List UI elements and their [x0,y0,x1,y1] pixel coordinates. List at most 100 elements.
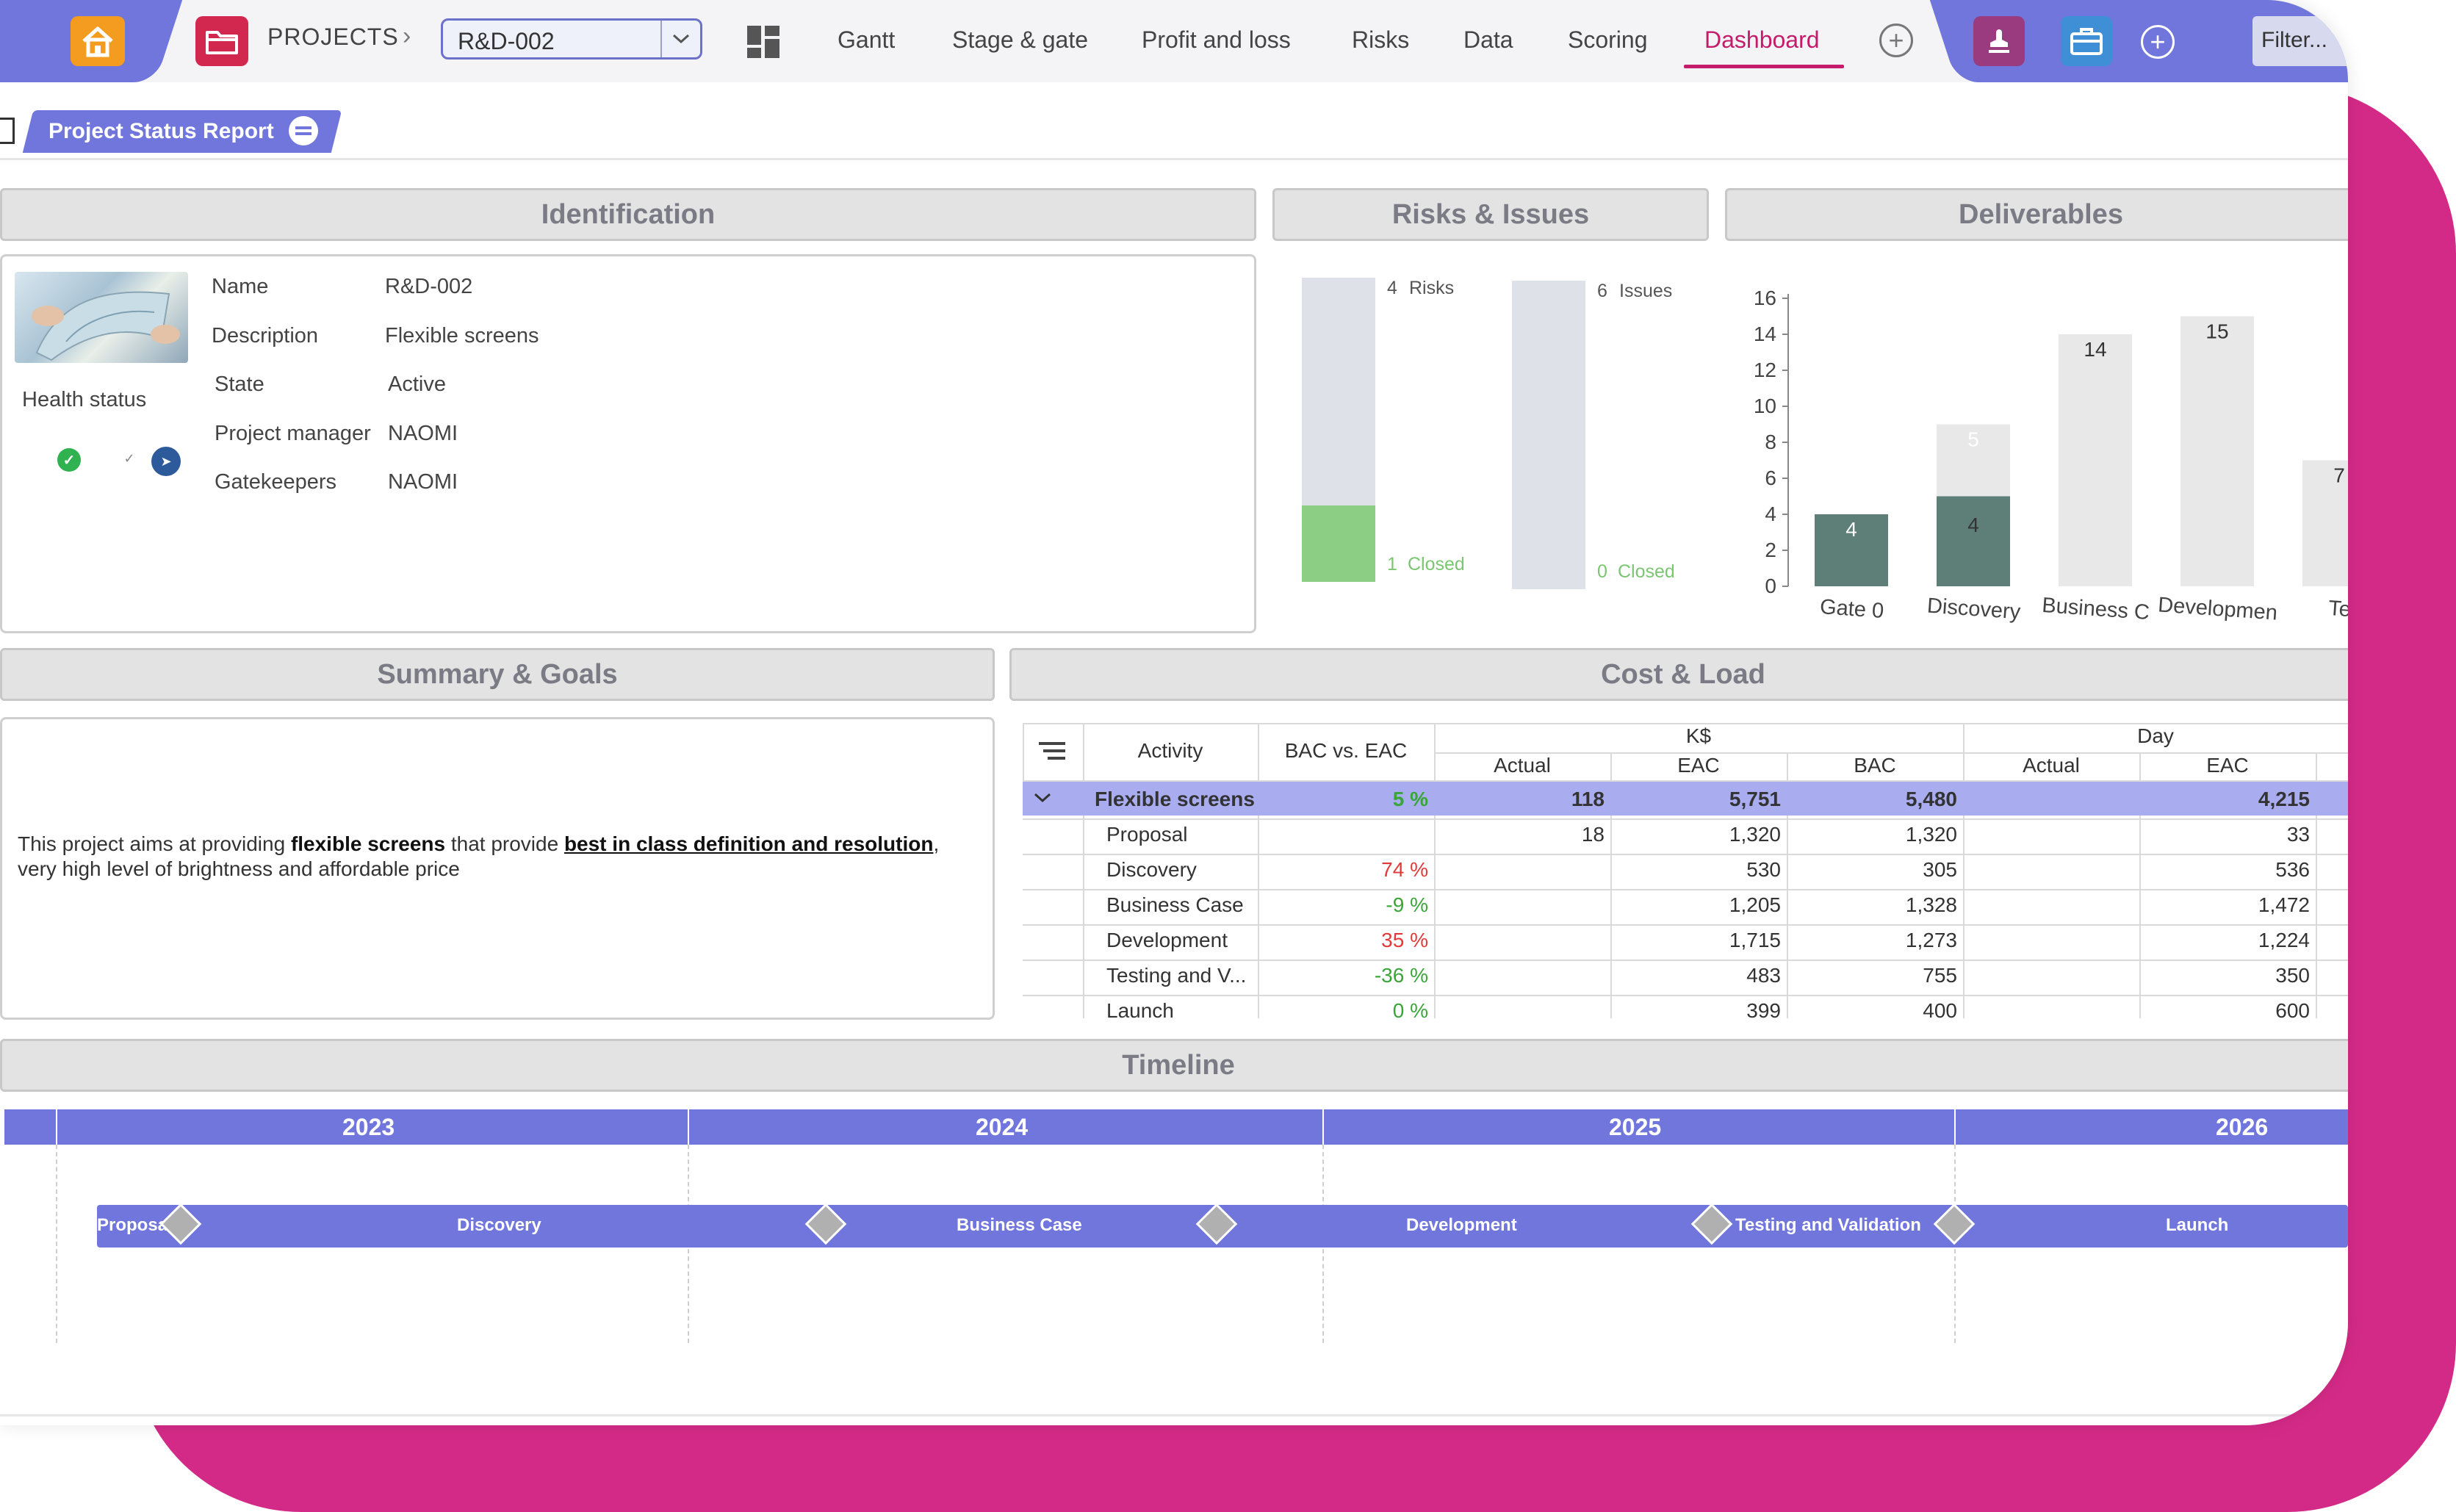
filter-input[interactable]: Filter... [2252,16,2348,66]
chevron-down-icon[interactable] [660,21,700,57]
data-label: 7 [2333,464,2345,487]
table-cell[interactable]: Development [1106,929,1228,951]
table-cell: 350 [2275,964,2310,987]
data-label: 15 [2205,320,2228,343]
divider [0,1414,2348,1416]
projects-button[interactable] [195,16,248,66]
phase-label-business-case[interactable]: Business Case [957,1215,1082,1235]
phase-label-testing-validation[interactable]: Testing and Validation [1735,1215,1921,1235]
table-cell[interactable]: Proposal [1106,823,1188,846]
risks-issues-header: Risks & Issues [1272,188,1709,241]
table-cell: 399 [1746,999,1781,1018]
column-header-bac-eac[interactable]: BAC vs. EAC [1284,739,1408,762]
column-header-eac[interactable]: EAC [1677,754,1720,777]
list-menu-icon[interactable] [1039,742,1065,760]
field-label-name: Name [212,275,269,298]
cost-load-header: Cost & Load [1009,648,2348,701]
home-icon [82,26,113,57]
table-border [1963,723,1965,1018]
table-cell: 305 [1923,858,1957,881]
data-label: 4 [1845,518,1857,541]
bar-segment [1937,424,2010,497]
dashboard-grid-icon[interactable] [747,26,779,58]
issues-total-bar [1512,281,1585,589]
stamp-icon [1989,29,2009,53]
arrow-circle-icon[interactable]: ➤ [151,447,181,476]
briefcase-icon [2070,28,2103,55]
small-check-icon: ✓ [123,450,135,466]
field-value-name: R&D-002 [385,275,473,298]
portfolio-button[interactable] [2061,16,2112,66]
bar-segment [2180,316,2254,586]
add-circle-icon[interactable]: + [1879,24,1913,57]
summary-text: This project aims at providing flexible … [18,832,987,882]
phase-label-launch[interactable]: Launch [2166,1215,2229,1235]
summary-text-part: This project aims at providing [18,832,291,855]
table-cell: 1,224 [2258,929,2310,951]
column-header-actual[interactable]: Actual [1494,754,1551,777]
column-header-day-actual[interactable]: Actual [2023,754,2080,777]
divider [0,158,2348,160]
select-checkbox[interactable] [0,118,15,144]
table-cell: 35 % [1381,929,1428,951]
table-row-summary-cell: 5 % [1392,788,1428,810]
risks-closed-bar [1302,505,1375,582]
field-label-description: Description [212,324,319,348]
table-row-summary-cell[interactable]: Flexible screens [1095,788,1255,810]
tab-profit-loss[interactable]: Profit and loss [1142,26,1291,53]
table-cell[interactable]: Testing and V... [1106,964,1247,987]
table-row-divider [1023,854,2348,855]
health-status-label: Health status [22,388,147,411]
tab-data[interactable]: Data [1463,26,1513,53]
tab-dashboard[interactable]: Dashboard [1704,26,1820,53]
table-cell: 18 [1581,823,1605,846]
projects-breadcrumb[interactable]: PROJECTS [267,24,399,50]
table-row-divider [1023,924,2348,926]
table-row-summary-cell: 4,215 [2258,788,2310,810]
table-cell[interactable]: Launch [1106,999,1174,1018]
report-tab[interactable]: Project Status Report [22,110,342,153]
tab-risks[interactable]: Risks [1352,26,1410,53]
app-window: PROJECTS › R&D-002 Gantt Stage & gate Pr… [0,0,2348,1416]
table-border [2139,752,2141,1018]
y-tick-label: 14 [1754,323,1776,345]
table-row-divider [1023,995,2348,996]
add-circle-icon[interactable]: + [2141,25,2175,59]
phase-label-proposal[interactable]: Proposal [97,1215,173,1235]
summary-panel [0,717,995,1020]
table-border [1023,780,2348,782]
field-value-gatekeepers: NAOMI [388,470,458,494]
timeline-year-2025: 2025 [1609,1114,1662,1140]
issues-closed-value: 0 [1597,561,1607,582]
x-tick-label: Gate 0 [1819,595,1884,623]
table-cell[interactable]: Business Case [1106,893,1244,916]
timeline-gridline [56,1145,57,1343]
home-button[interactable] [71,16,125,66]
tab-stage-gate[interactable]: Stage & gate [952,26,1089,53]
table-cell: 1,205 [1729,893,1781,916]
column-group-ks: K$ [1685,724,1712,747]
check-circle-icon: ✓ [57,448,81,472]
x-tick-label: Developmen [2157,593,2278,624]
phase-label-discovery[interactable]: Discovery [457,1215,541,1235]
risks-total-label: Risks [1409,278,1455,298]
column-header-activity[interactable]: Activity [1137,739,1203,762]
table-cell[interactable]: Discovery [1106,858,1197,881]
table-cell: 1,715 [1729,929,1781,951]
table-cell: -36 % [1374,964,1428,987]
issues-total-value: 6 [1597,281,1607,301]
tab-gantt[interactable]: Gantt [838,26,896,53]
column-header-bac[interactable]: BAC [1854,754,1896,777]
table-border [1434,723,1436,1018]
timeline-year-bar [4,1109,2348,1145]
filter-placeholder: Filter... [2261,28,2328,52]
table-border [1258,723,1259,1018]
column-header-day-eac[interactable]: EAC [2206,754,2249,777]
stamp-button[interactable] [1973,16,2025,66]
tab-scoring[interactable]: Scoring [1568,26,1648,53]
collapse-chevron-icon[interactable] [1033,792,1052,804]
menu-icon[interactable] [289,116,318,145]
timeline-separator [1954,1109,1956,1145]
project-select[interactable]: R&D-002 [441,18,702,60]
phase-label-development[interactable]: Development [1406,1215,1517,1235]
